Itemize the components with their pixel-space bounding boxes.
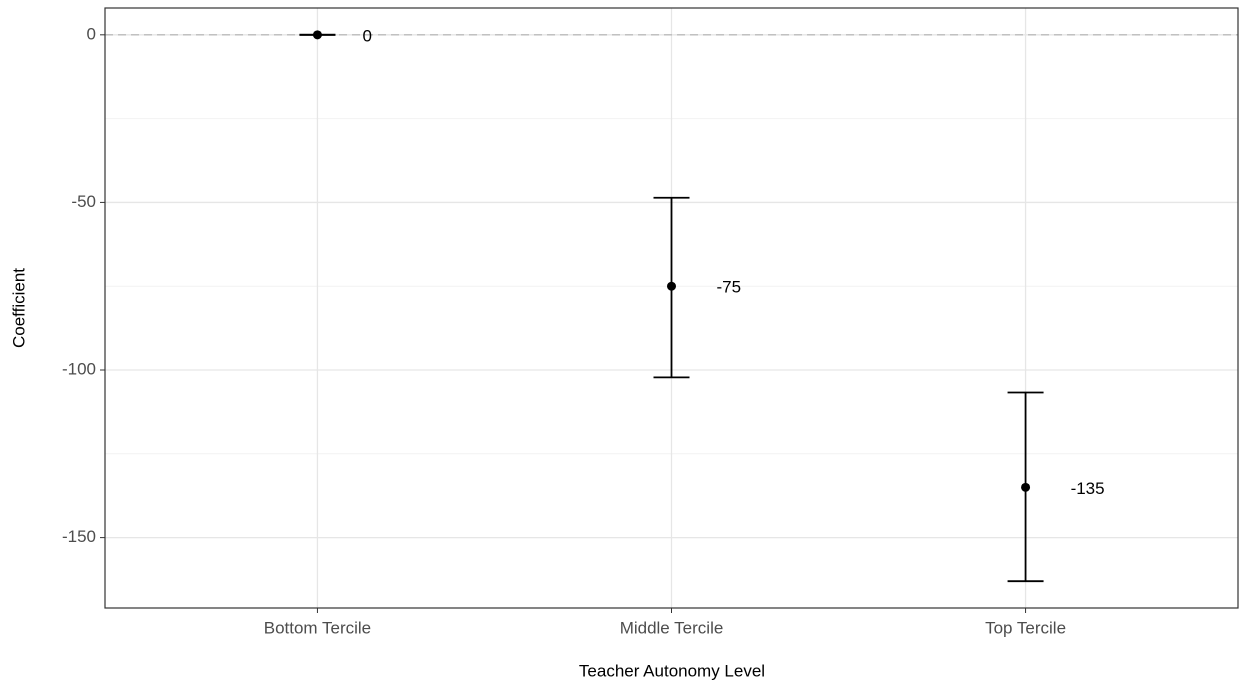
data-label: 0 <box>362 26 371 45</box>
data-label: -75 <box>717 278 742 297</box>
data-label: -135 <box>1071 479 1105 498</box>
x-axis-title: Teacher Autonomy Level <box>579 661 765 680</box>
y-tick-label: 0 <box>87 24 96 43</box>
y-tick-label: -150 <box>62 527 96 546</box>
x-tick-label: Top Tercile <box>985 618 1066 637</box>
x-tick-label: Middle Tercile <box>620 618 724 637</box>
point <box>312 30 322 40</box>
point <box>1021 482 1031 492</box>
y-tick-label: -50 <box>71 192 96 211</box>
y-tick-label: -100 <box>62 359 96 378</box>
y-axis-title: Coefficient <box>9 268 28 348</box>
point <box>667 281 676 291</box>
x-tick-label: Bottom Tercile <box>264 618 371 637</box>
